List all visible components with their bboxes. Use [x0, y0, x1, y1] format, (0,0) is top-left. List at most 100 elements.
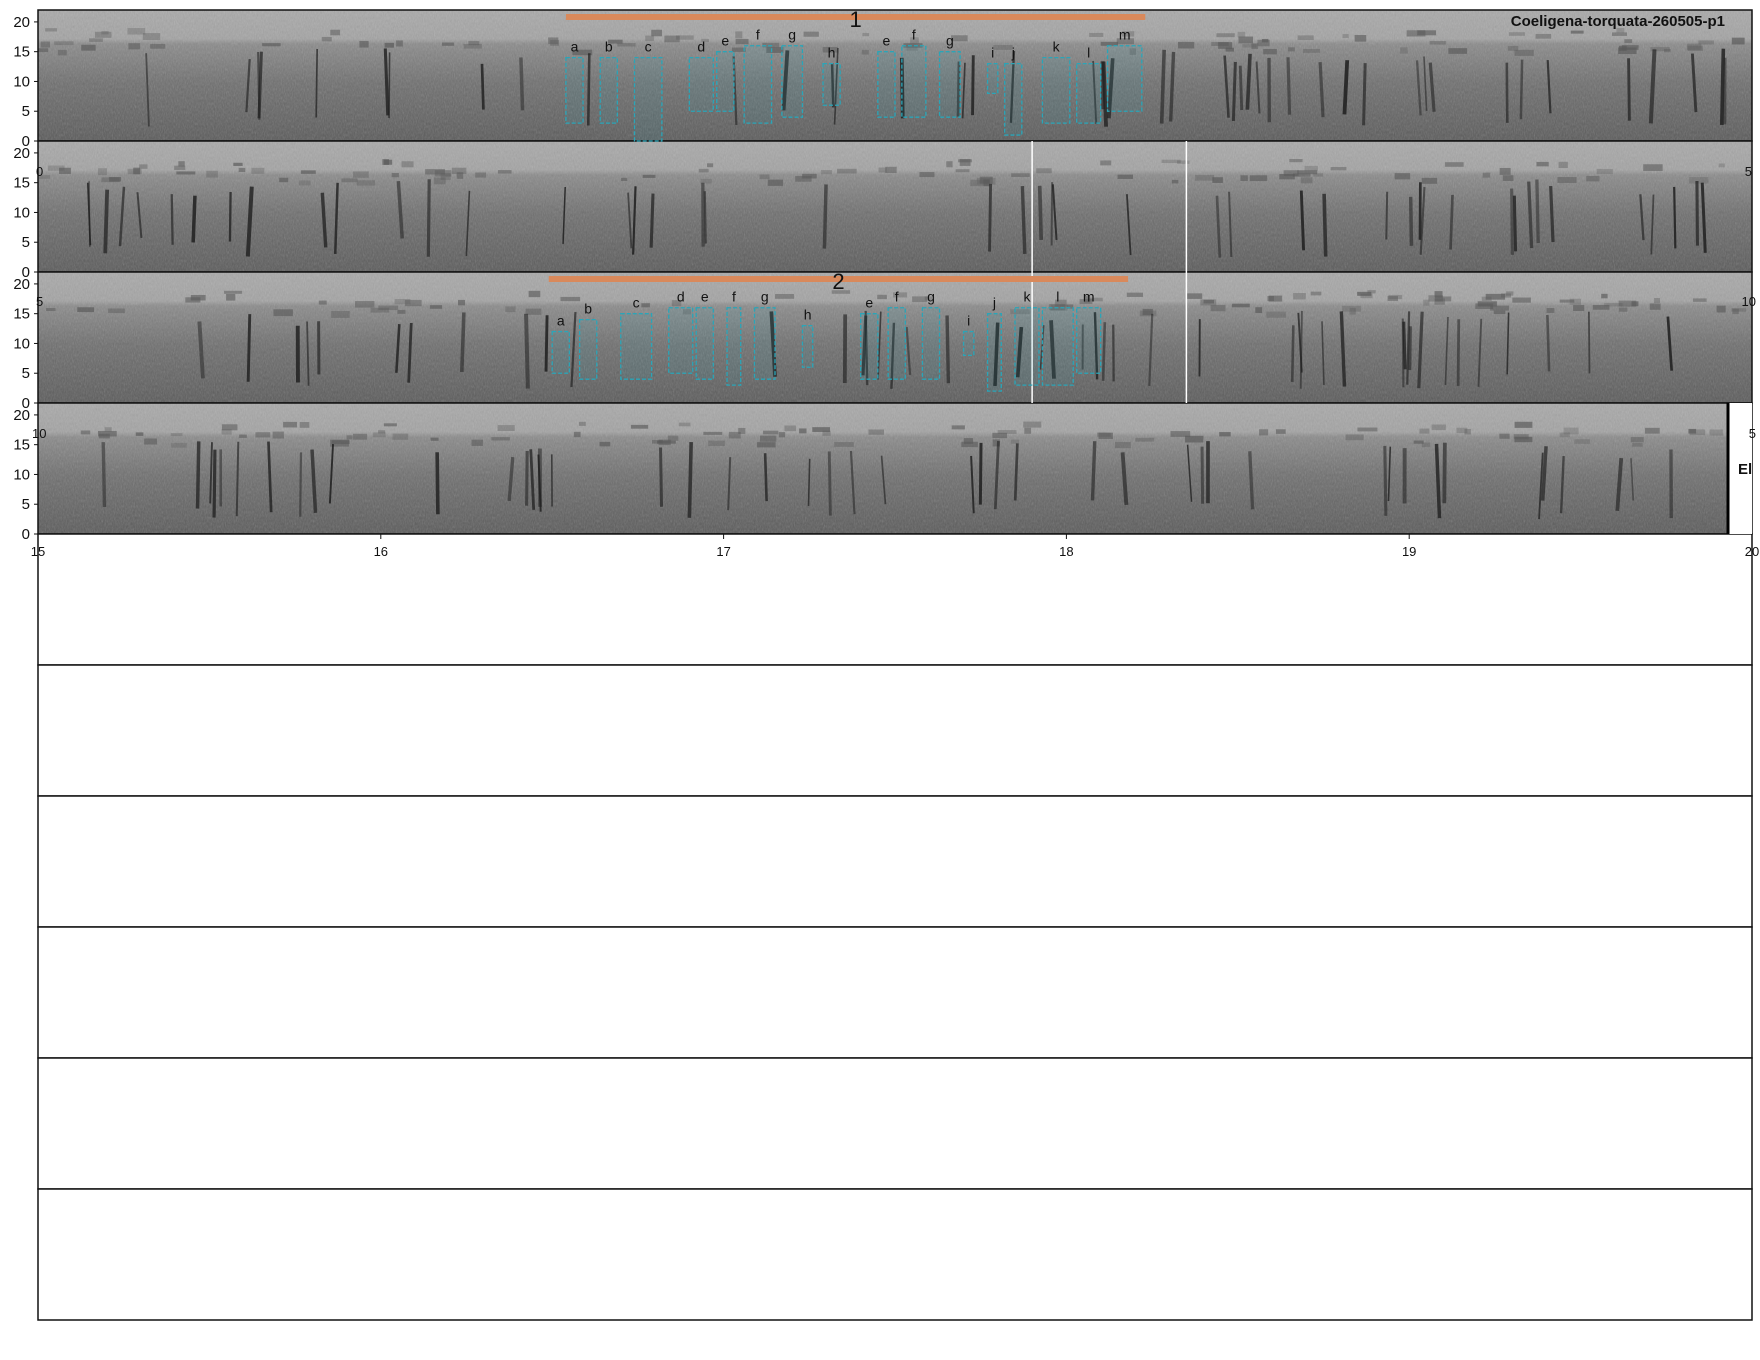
edge-label: 0 [36, 164, 43, 179]
noise-block [664, 35, 680, 43]
call-stroke [1186, 444, 1193, 502]
call-stroke [195, 441, 201, 509]
noise-block [1238, 36, 1254, 44]
noise-block [1237, 31, 1246, 38]
noise-block [318, 300, 327, 305]
noise-block [1604, 302, 1623, 307]
noise-block [1036, 168, 1052, 174]
call-stroke [1297, 312, 1303, 373]
segment-label: a [557, 313, 565, 329]
noise-block [224, 290, 243, 294]
noise-block [1574, 439, 1591, 444]
noise-block [1464, 429, 1471, 435]
noise-block [1563, 427, 1579, 435]
call-stroke [830, 62, 835, 108]
segment-label: a [571, 39, 579, 55]
call-stroke [1223, 55, 1230, 118]
noise-block [1456, 427, 1468, 434]
noise-block [458, 299, 466, 306]
noise-block [372, 432, 386, 438]
noise-block [1129, 48, 1136, 55]
noise-block [1400, 47, 1408, 54]
segment-label: f [756, 27, 760, 43]
segment-label: g [761, 289, 769, 305]
noise-block [1218, 42, 1233, 49]
call-stroke [1050, 182, 1054, 246]
noise-block [1406, 30, 1426, 37]
noise-block [837, 168, 857, 174]
noise-block [346, 435, 353, 440]
noise-block [1185, 435, 1204, 443]
noise-block [784, 425, 797, 432]
noise-block [822, 46, 838, 53]
noise-block [1573, 305, 1585, 311]
call-stroke [101, 442, 107, 508]
segment-label: i [967, 313, 970, 329]
noise-block [802, 173, 817, 179]
noise-block [54, 41, 74, 46]
noise-block [1493, 310, 1506, 315]
noise-block [1011, 173, 1030, 177]
noise-block [951, 35, 968, 42]
call-stroke [877, 311, 882, 380]
noise-block [1570, 30, 1584, 34]
noise-block [1686, 43, 1702, 50]
noise-block [778, 432, 786, 438]
noise-block [1421, 442, 1431, 448]
call-stroke [1423, 56, 1428, 112]
call-stroke [136, 192, 143, 239]
noise-block [1413, 440, 1424, 444]
segment-label: g [788, 27, 796, 43]
call-stroke [1546, 59, 1552, 114]
call-stroke [537, 454, 542, 512]
noise-block [1688, 428, 1697, 434]
call-stroke [1013, 443, 1019, 501]
segment-box [753, 307, 776, 380]
call-stroke [1419, 186, 1426, 255]
edge-label: 5 [36, 294, 43, 309]
noise-block [109, 177, 122, 182]
segment-box [1106, 45, 1143, 112]
empty-row [37, 1188, 1753, 1321]
noise-block [1126, 292, 1143, 297]
call-stroke [827, 451, 832, 516]
segment-label: e [701, 289, 709, 305]
segment-box [1041, 307, 1074, 386]
call-stroke [570, 311, 577, 388]
segment-box [822, 62, 841, 106]
noise-block [425, 169, 445, 175]
noise-block [548, 37, 559, 45]
noise-block [703, 431, 723, 435]
noise-block [1084, 296, 1091, 303]
segment-box [986, 62, 999, 95]
noise-block [955, 169, 970, 173]
noise-block [1251, 43, 1259, 50]
noise-block [1630, 437, 1644, 443]
noise-block [98, 168, 107, 176]
noise-block [1692, 298, 1707, 302]
call-stroke [191, 195, 197, 243]
call-stroke [395, 324, 401, 373]
call-stroke [1015, 326, 1024, 378]
noise-block [1557, 177, 1577, 183]
noise-block [298, 180, 311, 186]
noise-block [1731, 37, 1745, 45]
call-stroke [1385, 191, 1389, 240]
call-stroke [890, 322, 896, 389]
call-stroke [1248, 451, 1255, 510]
call-stroke [1428, 62, 1436, 112]
call-stroke [781, 50, 790, 111]
noise-block [47, 165, 65, 171]
call-stroke [320, 192, 328, 248]
noise-block [1255, 307, 1263, 314]
noise-block [861, 49, 869, 55]
noise-block [300, 170, 316, 174]
call-stroke [1415, 60, 1422, 116]
call-stroke [1362, 63, 1367, 126]
noise-block [57, 49, 67, 56]
noise-block [1161, 159, 1181, 164]
call-stroke [971, 55, 975, 116]
segment-label: k [1023, 289, 1031, 305]
noise-block [617, 43, 636, 47]
noise-block [1643, 164, 1663, 171]
